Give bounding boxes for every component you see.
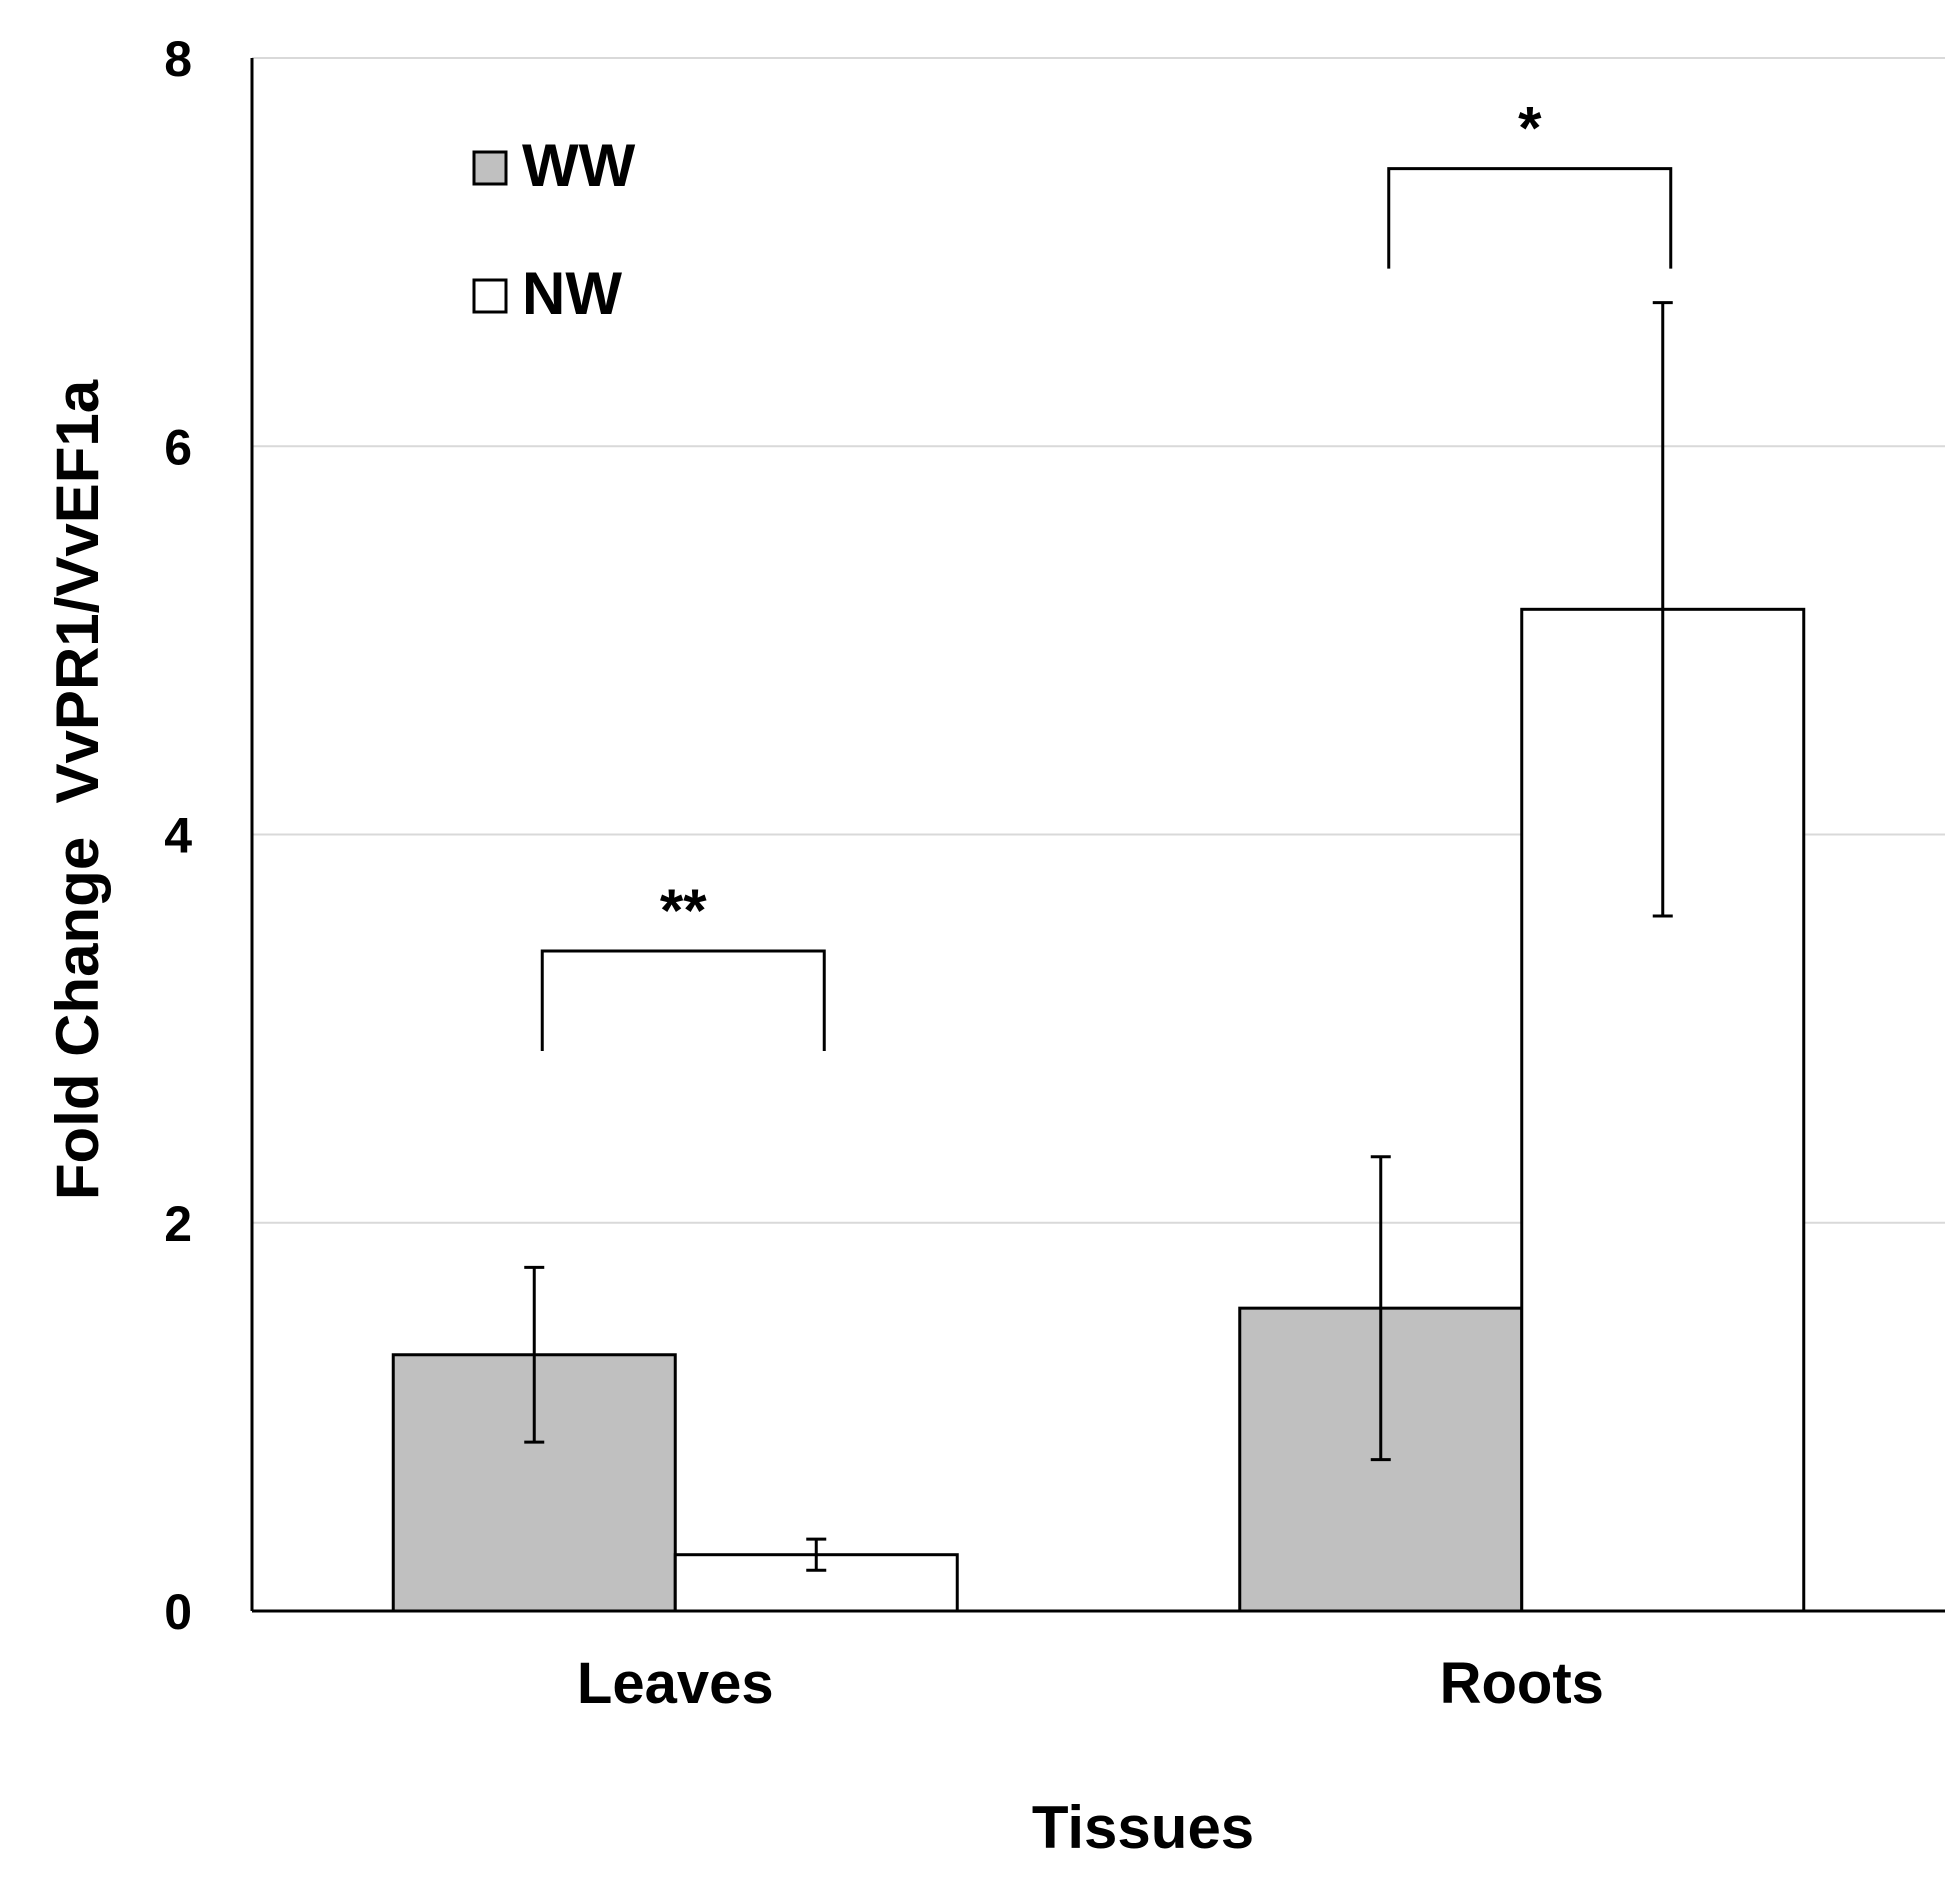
legend-label: WW [522,132,636,199]
significance-bracket [540,949,826,1051]
significance-annotations: *** [540,95,1673,1051]
significance-marker: * [1518,95,1542,162]
axes [250,58,1945,1613]
y-tick-label: 4 [164,808,192,864]
y-tick-label: 6 [164,419,192,475]
x-axis-title: Tissues [1032,1794,1254,1861]
legend: WW NW [472,132,636,327]
y-axis-title: Fold Change VvPR1/VvEF1a [44,379,111,1200]
legend-swatch [472,278,508,314]
y-tick-label: 2 [164,1196,192,1252]
x-tick-label: Leaves [577,1651,774,1716]
bars [391,607,1806,1613]
legend-swatch [472,150,508,186]
y-tick-label: 8 [164,31,192,87]
significance-marker: ** [660,877,707,944]
significance-bracket [1387,167,1673,269]
error-bars [524,301,1673,1572]
legend-label: NW [522,260,622,327]
x-tick-labels: Leaves Roots [577,1651,1604,1716]
y-tick-label: 0 [164,1584,192,1640]
y-tick-labels: 0 2 4 6 8 [164,31,192,1640]
x-tick-label: Roots [1440,1651,1604,1716]
